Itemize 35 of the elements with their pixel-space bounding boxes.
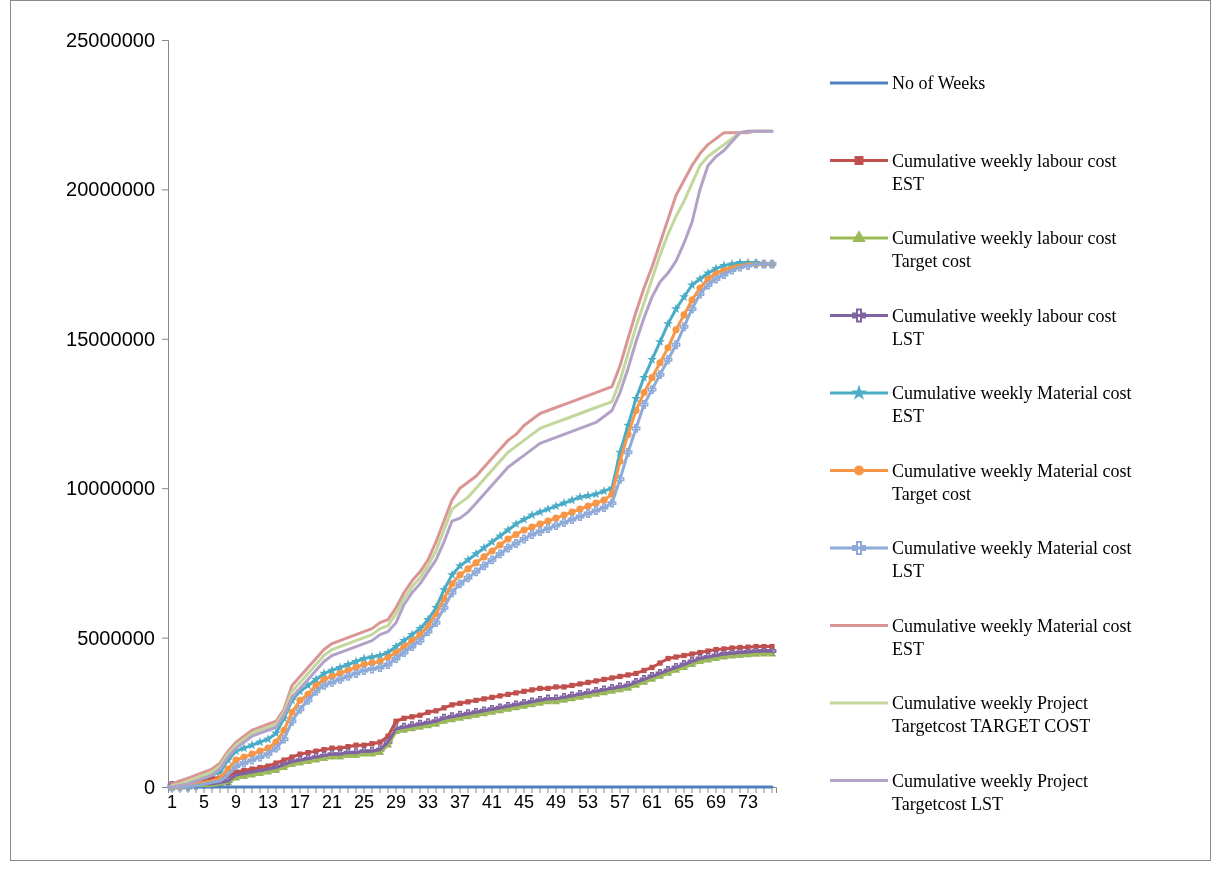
x-tick-label: 41 — [481, 792, 503, 812]
legend-label: Cumulative weekly Project Targetcost LST — [892, 770, 1088, 814]
x-tick-label: 1 — [166, 792, 178, 812]
x-tick-label: 45 — [513, 792, 535, 812]
legend-label: Cumulative weekly Project Targetcost TARGET COST — [892, 693, 1091, 736]
x-tick-label: 53 — [577, 792, 599, 812]
y-tick-label: 20000000 — [66, 178, 155, 201]
x-tick-label: 37 — [449, 792, 471, 812]
x-tick-label: 17 — [289, 792, 311, 812]
x-tick-label: 25 — [353, 792, 375, 812]
x-tick-label: 69 — [705, 792, 727, 812]
x-tick-label: 9 — [230, 792, 242, 812]
y-tick-label: 5000000 — [77, 626, 155, 649]
x-tick-label: 73 — [737, 792, 759, 812]
legend-label: Cumulative weekly labour cost Target cost — [892, 228, 1117, 271]
legend-label: Cumulative weekly labour cost EST — [892, 150, 1117, 194]
legend-label: Cumulative weekly Material cost LST — [892, 538, 1132, 581]
x-tick-label: 5 — [198, 792, 210, 812]
legend-label: Cumulative weekly Material cost Target cost — [892, 460, 1132, 504]
x-tick-label: 61 — [641, 792, 663, 812]
legend-label: Cumulative weekly Material cost EST — [892, 615, 1132, 659]
y-tick-label: 0 — [143, 775, 155, 798]
x-tick-label: 57 — [609, 792, 631, 812]
y-tick-label: 10000000 — [66, 477, 155, 500]
legend-label: Cumulative weekly labour cost LST — [892, 305, 1117, 349]
x-tick-label: 29 — [385, 792, 407, 812]
x-tick-label: 13 — [257, 792, 279, 812]
legend-label: No of Weeks — [892, 73, 986, 93]
x-tick-label: 33 — [417, 792, 439, 812]
x-tick-label: 49 — [545, 792, 567, 812]
legend-label: Cumulative weekly Material cost EST — [892, 383, 1132, 426]
y-tick-label: 25000000 — [66, 28, 155, 51]
x-tick-label: 65 — [673, 792, 695, 812]
x-tick-label: 21 — [321, 792, 343, 812]
y-tick-label: 15000000 — [66, 327, 155, 350]
